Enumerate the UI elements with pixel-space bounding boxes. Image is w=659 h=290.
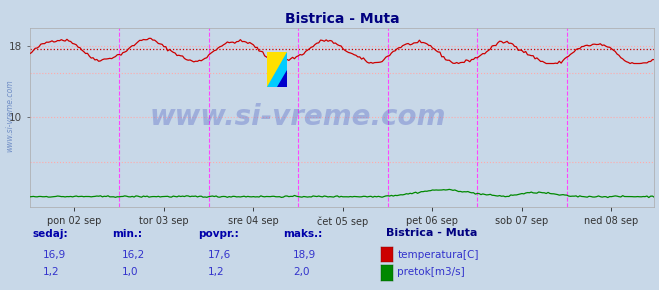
Text: 17,6: 17,6 bbox=[208, 250, 231, 260]
Text: 16,2: 16,2 bbox=[122, 250, 145, 260]
Text: www.si-vreme.com: www.si-vreme.com bbox=[150, 104, 447, 131]
Text: www.si-vreme.com: www.si-vreme.com bbox=[5, 80, 14, 152]
Polygon shape bbox=[267, 52, 287, 87]
Text: 1,2: 1,2 bbox=[43, 267, 59, 277]
Text: min.:: min.: bbox=[112, 229, 142, 239]
Title: Bistrica - Muta: Bistrica - Muta bbox=[285, 12, 399, 26]
Text: 2,0: 2,0 bbox=[293, 267, 310, 277]
Text: pretok[m3/s]: pretok[m3/s] bbox=[397, 267, 465, 277]
Text: sedaj:: sedaj: bbox=[33, 229, 69, 239]
Text: 18,9: 18,9 bbox=[293, 250, 316, 260]
Text: Bistrica - Muta: Bistrica - Muta bbox=[386, 228, 477, 238]
Text: 1,2: 1,2 bbox=[208, 267, 224, 277]
Text: povpr.:: povpr.: bbox=[198, 229, 239, 239]
Text: temperatura[C]: temperatura[C] bbox=[397, 250, 479, 260]
Text: 1,0: 1,0 bbox=[122, 267, 138, 277]
Text: maks.:: maks.: bbox=[283, 229, 323, 239]
Text: 16,9: 16,9 bbox=[43, 250, 66, 260]
Polygon shape bbox=[277, 70, 287, 87]
Polygon shape bbox=[267, 52, 287, 87]
